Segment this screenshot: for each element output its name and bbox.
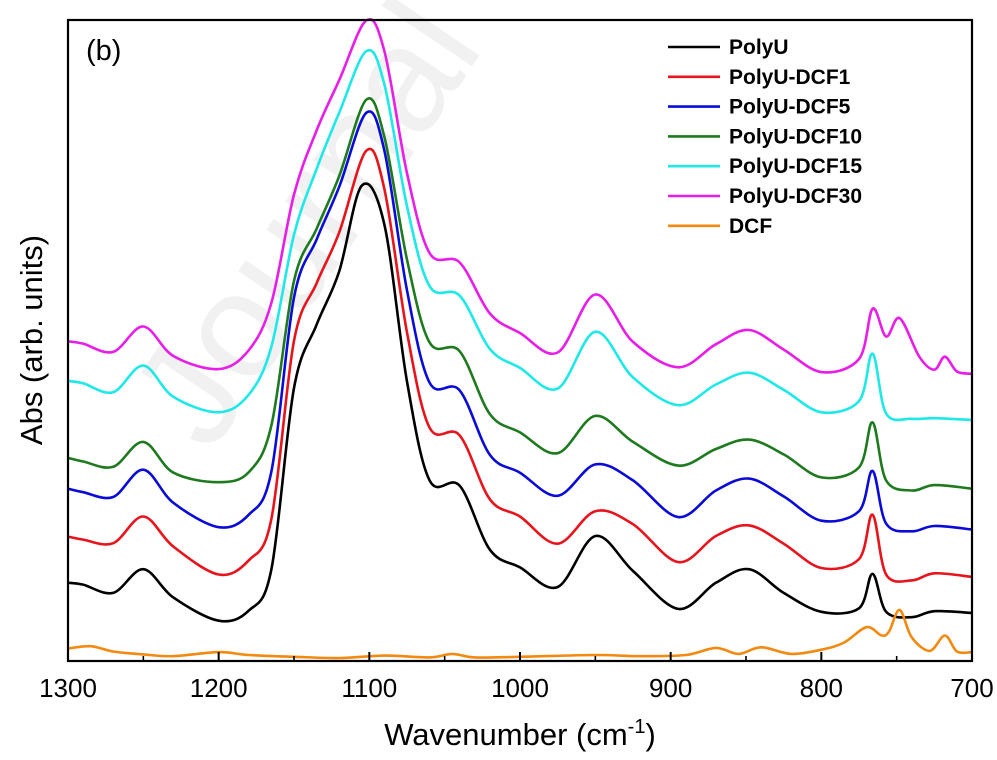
x-tick-label-2: 1100 [341, 673, 397, 703]
journal-watermark: Journal [97, 0, 511, 473]
legend-label-3: PolyU-DCF10 [729, 125, 862, 148]
x-tick-label-0: 1300 [39, 673, 97, 703]
x-tick-label-5: 800 [800, 673, 843, 703]
series-line-0 [67, 182, 973, 623]
x-axis-title-sup: -1 [628, 716, 646, 738]
panel-label: (b) [86, 35, 121, 67]
x-tick-label-6: 700 [950, 673, 993, 703]
x-tick-label-4: 900 [649, 673, 692, 703]
x-tick-label-3: 1000 [491, 673, 549, 703]
legend: PolyU PolyU-DCF1 PolyU-DCF5 PolyU-DCF10 Poly… [668, 36, 862, 238]
legend-label-2: PolyU-DCF5 [729, 96, 851, 119]
x-axis-title-main: Wavenumber (cm [384, 717, 627, 752]
legend-label-5: PolyU-DCF30 [729, 185, 862, 208]
legend-label-1: PolyU-DCF1 [729, 66, 851, 89]
x-axis-title: Wavenumber (cm-1) [384, 716, 656, 752]
legend-label-4: PolyU-DCF15 [729, 155, 862, 178]
series-line-2 [67, 110, 973, 533]
series-layer [67, 18, 973, 660]
x-axis-title-end: ) [645, 717, 655, 752]
series-line-6 [67, 608, 973, 660]
series-line-4 [67, 48, 973, 422]
x-tick-label-1: 1200 [190, 673, 248, 703]
series-line-1 [67, 147, 973, 583]
series-line-5 [67, 18, 973, 376]
x-ticks: 1300 1200 1100 1000 900 800 700 [39, 652, 994, 703]
series-line-3 [67, 97, 973, 492]
legend-label-6: DCF [729, 215, 772, 238]
y-axis-title: Abs (arb. units) [14, 235, 49, 445]
legend-label-0: PolyU [729, 36, 789, 59]
